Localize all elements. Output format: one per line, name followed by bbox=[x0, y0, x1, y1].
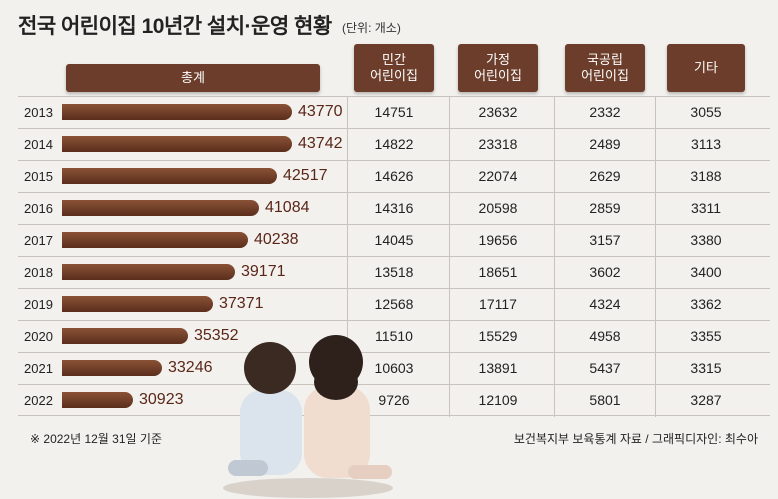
table-cell: 10603 bbox=[374, 360, 414, 376]
page-title: 전국 어린이집 10년간 설치·운영 현황 bbox=[18, 15, 332, 38]
table-cell: 2859 bbox=[589, 200, 621, 216]
table-cell: 4324 bbox=[589, 296, 621, 312]
table-cell: 3602 bbox=[589, 264, 621, 280]
total-value: 43742 bbox=[298, 135, 343, 152]
table-cell: 13891 bbox=[478, 360, 518, 376]
table-cell: 5437 bbox=[589, 360, 621, 376]
header-public: 국공립 어린이집 bbox=[565, 44, 645, 92]
table-cell: 12109 bbox=[478, 392, 518, 408]
children-illustration bbox=[223, 335, 393, 498]
table-cell: 2629 bbox=[589, 168, 621, 184]
table-cell: 14751 bbox=[374, 104, 414, 120]
table-row: 2022 30923 9726 12109 5801 3287 bbox=[18, 384, 770, 416]
footnote: ※ 2022년 12월 31일 기준 bbox=[30, 432, 162, 446]
table-cell: 3380 bbox=[690, 232, 722, 248]
total-bar bbox=[62, 168, 277, 184]
table-cell: 19656 bbox=[478, 232, 518, 248]
year-label: 2015 bbox=[24, 169, 53, 184]
data-table: 2013 43770 14751 23632 2332 3055 2014 43742 1482… bbox=[18, 96, 770, 417]
total-bar bbox=[62, 328, 188, 344]
total-value: 40238 bbox=[254, 231, 299, 248]
year-label: 2013 bbox=[24, 105, 53, 120]
table-cell: 22074 bbox=[478, 168, 518, 184]
table-cell: 15529 bbox=[478, 328, 518, 344]
total-bar bbox=[62, 296, 213, 312]
table-cell: 12568 bbox=[374, 296, 414, 312]
table-cell: 14045 bbox=[374, 232, 414, 248]
table-cell: 2489 bbox=[589, 136, 621, 152]
table-cell: 9726 bbox=[378, 392, 410, 408]
year-label: 2022 bbox=[24, 393, 53, 408]
year-label: 2014 bbox=[24, 137, 53, 152]
table-cell: 5801 bbox=[589, 392, 621, 408]
total-bar bbox=[62, 104, 292, 120]
table-cell: 3400 bbox=[690, 264, 722, 280]
total-bar bbox=[62, 232, 248, 248]
total-value: 41084 bbox=[265, 199, 310, 216]
table-cell: 20598 bbox=[478, 200, 518, 216]
table-cell: 3188 bbox=[690, 168, 722, 184]
year-label: 2016 bbox=[24, 201, 53, 216]
table-row: 2015 42517 14626 22074 2629 3188 bbox=[18, 160, 770, 191]
table-cell: 3113 bbox=[690, 136, 722, 152]
table-cell: 18651 bbox=[478, 264, 518, 280]
table-row: 2016 41084 14316 20598 2859 3311 bbox=[18, 192, 770, 223]
table-row: 2018 39171 13518 18651 3602 3400 bbox=[18, 256, 770, 287]
total-value: 39171 bbox=[241, 263, 286, 280]
table-cell: 2332 bbox=[589, 104, 621, 120]
table-cell: 14316 bbox=[374, 200, 414, 216]
table-row: 2019 37371 12568 17117 4324 3362 bbox=[18, 288, 770, 319]
table-cell: 3355 bbox=[690, 328, 722, 344]
table-cell: 14626 bbox=[374, 168, 414, 184]
table-cell: 3311 bbox=[690, 200, 722, 216]
year-label: 2017 bbox=[24, 233, 53, 248]
total-value: 43770 bbox=[298, 103, 343, 120]
table-cell: 13518 bbox=[374, 264, 414, 280]
table-cell: 11510 bbox=[375, 328, 413, 344]
table-cell: 17117 bbox=[479, 296, 517, 312]
table-row: 2014 43742 14822 23318 2489 3113 bbox=[18, 128, 770, 159]
table-cell: 23318 bbox=[478, 136, 518, 152]
table-cell: 3362 bbox=[690, 296, 722, 312]
year-label: 2019 bbox=[24, 297, 53, 312]
table-cell: 3315 bbox=[690, 360, 722, 376]
table-cell: 3157 bbox=[589, 232, 621, 248]
header-other: 기타 bbox=[667, 44, 745, 92]
total-bar bbox=[62, 264, 235, 280]
unit-label: (단위: 개소) bbox=[342, 21, 401, 35]
total-value: 42517 bbox=[283, 167, 328, 184]
header-private: 민간 어린이집 bbox=[354, 44, 434, 92]
year-label: 2018 bbox=[24, 265, 53, 280]
total-bar bbox=[62, 360, 162, 376]
total-bar bbox=[62, 136, 292, 152]
table-cell: 3287 bbox=[690, 392, 722, 408]
total-value: 33246 bbox=[168, 359, 213, 376]
table-row: 2020 35352 11510 15529 4958 3355 bbox=[18, 320, 770, 351]
header-total: 총계 bbox=[66, 64, 320, 92]
year-label: 2020 bbox=[24, 329, 53, 344]
table-cell: 3055 bbox=[690, 104, 722, 120]
header-home: 가정 어린이집 bbox=[458, 44, 538, 92]
source-credit: 보건복지부 보육통계 자료 / 그래픽디자인: 최수아 bbox=[513, 432, 758, 446]
total-bar bbox=[62, 392, 133, 408]
total-value: 30923 bbox=[139, 391, 184, 408]
total-value: 37371 bbox=[219, 295, 264, 312]
table-cell: 23632 bbox=[478, 104, 518, 120]
total-bar bbox=[62, 200, 259, 216]
year-label: 2021 bbox=[24, 361, 53, 376]
table-row: 2021 33246 10603 13891 5437 3315 bbox=[18, 352, 770, 383]
table-cell: 4958 bbox=[589, 328, 621, 344]
total-value: 35352 bbox=[194, 327, 239, 344]
table-row: 2013 43770 14751 23632 2332 3055 bbox=[18, 96, 770, 127]
table-row: 2017 40238 14045 19656 3157 3380 bbox=[18, 224, 770, 255]
table-cell: 14822 bbox=[374, 136, 414, 152]
